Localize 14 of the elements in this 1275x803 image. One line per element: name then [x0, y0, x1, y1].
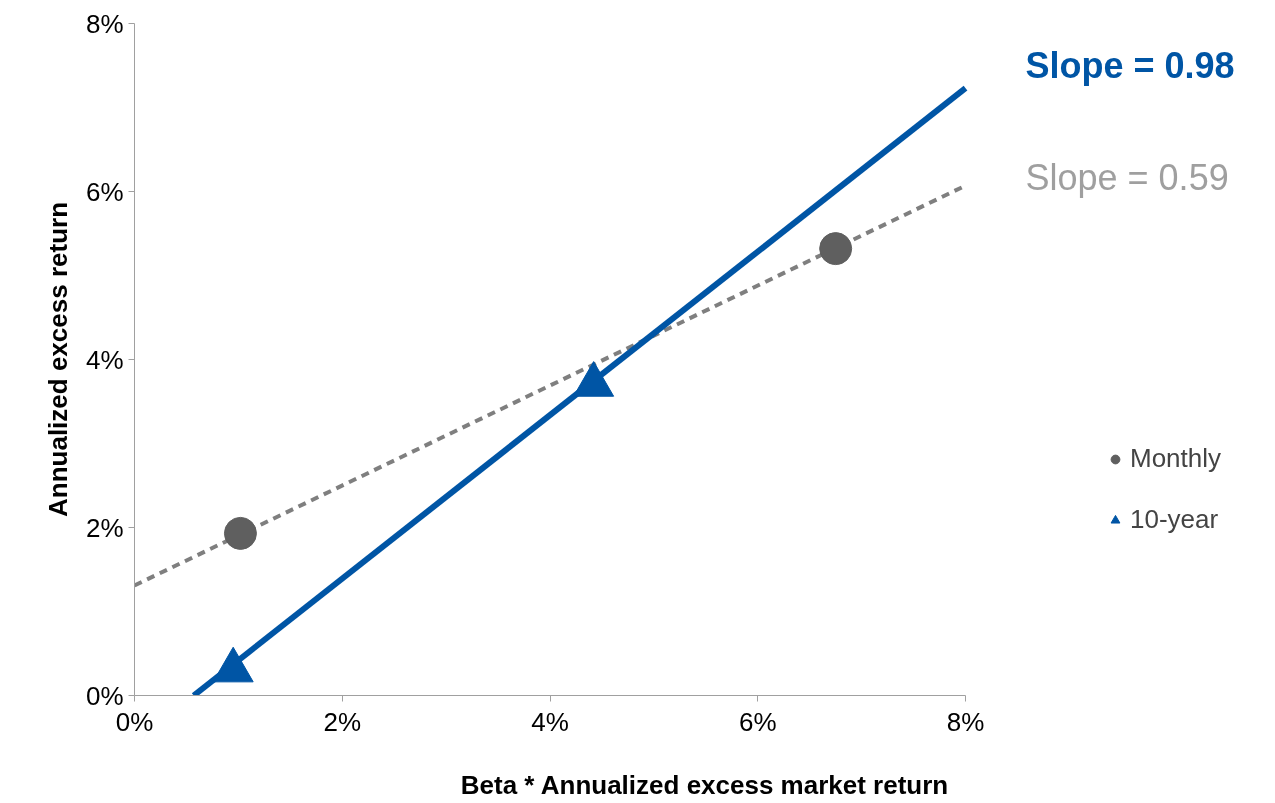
text: Slope = 0.59 [1025, 157, 1229, 198]
legend-label: 10-year [1130, 504, 1219, 535]
y-axis-title: Annualized excess return [42, 202, 73, 517]
x-tick-label: 8% [946, 706, 985, 737]
y-tick-label: 6% [85, 176, 124, 207]
legend-label: Monthly [1130, 443, 1222, 474]
y-tick-label: 4% [85, 344, 124, 375]
x-axis-title: Beta * Annualized excess market return [460, 769, 949, 800]
y-tick-label: 8% [85, 8, 124, 39]
y-tick-label: 2% [85, 512, 124, 543]
x-tick-label: 2% [323, 706, 362, 737]
x-tick-label: 4% [531, 706, 569, 737]
text: Slope = 0.98 [1025, 45, 1235, 86]
x-tick-label: 6% [738, 706, 777, 737]
